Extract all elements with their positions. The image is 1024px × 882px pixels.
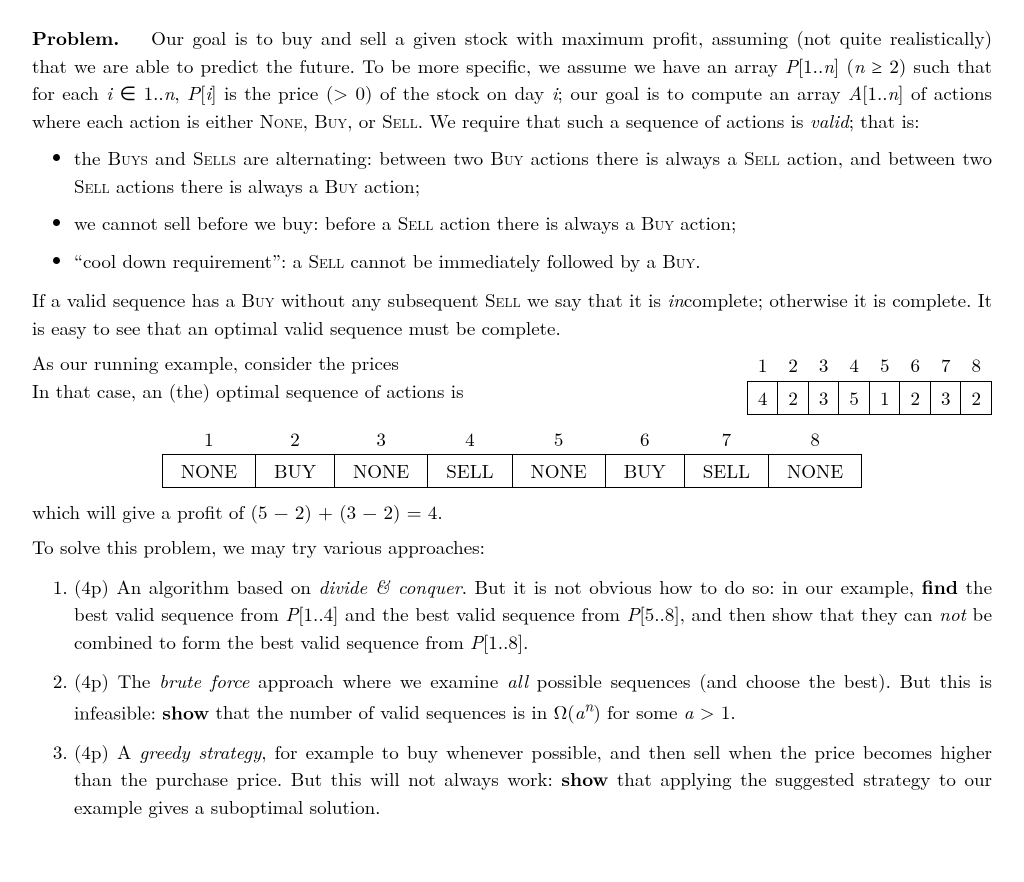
actions-header: 4: [428, 423, 512, 455]
prices-table: 1 2 3 4 5 6 7 8 4 2 3 5 1 2 3 2: [747, 349, 992, 414]
actions-header: 3: [335, 423, 428, 455]
actions-table: 1 2 3 4 5 6 7 8 NONE BUY NONE SELL NONE …: [162, 423, 862, 488]
actions-header: 8: [768, 423, 861, 455]
prices-table-wrap: 1 2 3 4 5 6 7 8 4 2 3 5 1 2 3 2: [747, 349, 992, 414]
rule-cooldown: “cool down requirement”: a Sell cannot b…: [74, 247, 992, 275]
prices-header: 4: [839, 349, 870, 381]
action-cell: BUY: [256, 455, 335, 488]
example-line-1: As our running example, consider the pri…: [32, 349, 735, 377]
actions-header: 1: [162, 423, 255, 455]
approaches-line: To solve this problem, we may try variou…: [32, 533, 992, 561]
prices-header: 5: [869, 349, 900, 381]
problem-intro: Problem. Our goal is to buy and sell a g…: [32, 24, 992, 134]
action-cell: NONE: [512, 455, 605, 488]
validity-rules: the Buys and Sells are alternating: betw…: [32, 144, 992, 274]
profit-line: which will give a profit of (5 − 2) + (3…: [32, 498, 992, 526]
complete-para: If a valid sequence has a Buy without an…: [32, 286, 992, 341]
action-cell: NONE: [162, 455, 255, 488]
price-cell: 2: [778, 382, 809, 415]
prices-header: 2: [778, 349, 809, 381]
price-cell: 2: [961, 382, 992, 415]
problem-heading: Problem.: [32, 23, 119, 51]
prices-header: 3: [808, 349, 839, 381]
actions-header: 2: [256, 423, 335, 455]
approach-divide-conquer: (4p) An algorithm based on divide & conq…: [74, 573, 992, 656]
prices-header: 8: [961, 349, 992, 381]
actions-header: 5: [512, 423, 605, 455]
rule-alternating: the Buys and Sells are alternating: betw…: [74, 144, 992, 199]
approach-brute-force: (4p) The brute force approach where we e…: [74, 667, 992, 725]
example-row: As our running example, consider the pri…: [32, 349, 992, 414]
price-cell: 5: [839, 382, 870, 415]
actions-table-wrap: 1 2 3 4 5 6 7 8 NONE BUY NONE SELL NONE …: [32, 423, 992, 488]
actions-header: 6: [605, 423, 684, 455]
rule-buy-before-sell: we cannot sell before we buy: before a S…: [74, 209, 992, 237]
price-cell: 4: [747, 382, 778, 415]
action-cell: SELL: [684, 455, 768, 488]
action-cell: BUY: [605, 455, 684, 488]
intro-text: Our goal is to buy and sell a given stoc…: [32, 24, 992, 134]
price-cell: 1: [869, 382, 900, 415]
example-line-2: In that case, an (the) optimal sequence …: [32, 377, 735, 405]
price-cell: 3: [930, 382, 961, 415]
prices-header: 6: [900, 349, 931, 381]
approach-greedy: (4p) A greedy strategy, for example to b…: [74, 738, 992, 821]
action-cell: SELL: [428, 455, 512, 488]
approaches-list: (4p) An algorithm based on divide & conq…: [32, 573, 992, 821]
actions-header: 7: [684, 423, 768, 455]
price-cell: 3: [808, 382, 839, 415]
price-cell: 2: [900, 382, 931, 415]
action-cell: NONE: [768, 455, 861, 488]
prices-header: 1: [747, 349, 778, 381]
action-cell: NONE: [335, 455, 428, 488]
prices-header: 7: [930, 349, 961, 381]
